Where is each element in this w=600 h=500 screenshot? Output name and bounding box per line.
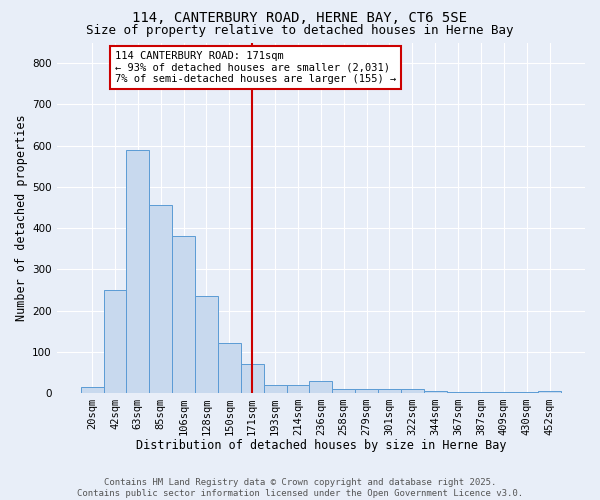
Bar	[424, 391, 446, 393]
Bar	[172, 236, 195, 393]
Bar	[401, 389, 424, 393]
Bar	[538, 391, 561, 393]
Bar	[127, 150, 149, 393]
Bar	[104, 290, 127, 393]
Bar	[469, 392, 493, 393]
Bar	[218, 344, 241, 393]
Bar	[80, 387, 104, 393]
X-axis label: Distribution of detached houses by size in Herne Bay: Distribution of detached houses by size …	[136, 440, 506, 452]
Bar	[241, 364, 263, 393]
Bar	[149, 206, 172, 393]
Text: 114 CANTERBURY ROAD: 171sqm
← 93% of detached houses are smaller (2,031)
7% of s: 114 CANTERBURY ROAD: 171sqm ← 93% of det…	[115, 50, 396, 84]
Bar	[263, 384, 287, 393]
Y-axis label: Number of detached properties: Number of detached properties	[15, 114, 28, 321]
Bar	[378, 389, 401, 393]
Text: Contains HM Land Registry data © Crown copyright and database right 2025.
Contai: Contains HM Land Registry data © Crown c…	[77, 478, 523, 498]
Bar	[446, 392, 469, 393]
Bar	[287, 384, 310, 393]
Bar	[310, 380, 332, 393]
Bar	[493, 392, 515, 393]
Text: 114, CANTERBURY ROAD, HERNE BAY, CT6 5SE: 114, CANTERBURY ROAD, HERNE BAY, CT6 5SE	[133, 11, 467, 25]
Text: Size of property relative to detached houses in Herne Bay: Size of property relative to detached ho…	[86, 24, 514, 37]
Bar	[195, 296, 218, 393]
Bar	[332, 389, 355, 393]
Bar	[355, 389, 378, 393]
Bar	[515, 392, 538, 393]
